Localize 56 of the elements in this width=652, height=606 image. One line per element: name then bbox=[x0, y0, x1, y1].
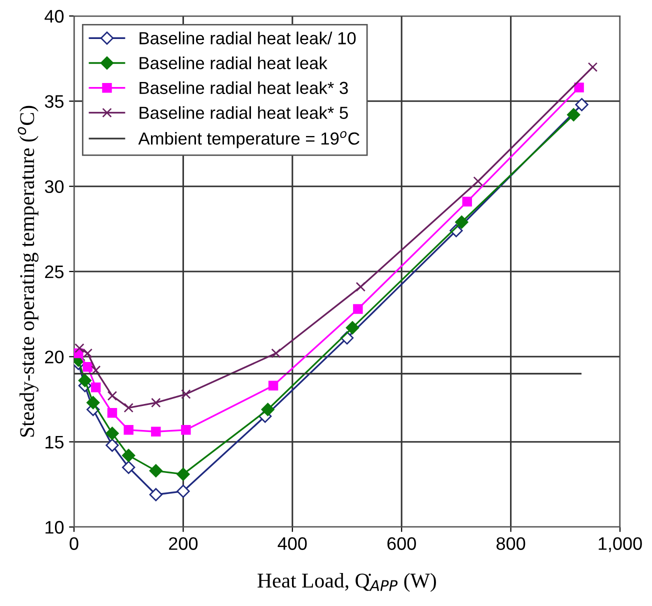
point bbox=[107, 390, 118, 401]
point bbox=[574, 82, 584, 92]
point bbox=[122, 460, 136, 474]
x-tick-label: 200 bbox=[169, 537, 198, 550]
legend-label: Baseline radial heat leak* 3 bbox=[140, 81, 348, 94]
point bbox=[122, 448, 136, 462]
point bbox=[90, 365, 101, 376]
legend-label: Baseline radial heat leak/ 10 bbox=[140, 32, 356, 44]
x-tick-label: 1,000 bbox=[598, 537, 642, 552]
y-tick-label: 40 bbox=[44, 10, 64, 23]
point bbox=[82, 362, 93, 372]
point bbox=[181, 425, 191, 435]
point bbox=[356, 282, 366, 292]
legend-label: Baseline radial heat leak bbox=[140, 56, 328, 70]
point bbox=[588, 62, 598, 72]
point bbox=[455, 216, 468, 229]
point bbox=[106, 426, 119, 440]
point bbox=[353, 304, 363, 314]
point bbox=[176, 484, 190, 498]
point bbox=[462, 196, 472, 207]
x-tick-label: 400 bbox=[278, 537, 307, 550]
point bbox=[151, 398, 161, 408]
y-tick-label: 15 bbox=[46, 436, 64, 449]
point bbox=[82, 348, 93, 358]
point bbox=[149, 488, 162, 502]
legend-label: Ambient temperature = 19$^{o}$C bbox=[138, 131, 360, 148]
x-tick-label: 0 bbox=[70, 537, 78, 550]
y-tick-label: 35 bbox=[44, 95, 64, 108]
point bbox=[107, 408, 118, 418]
point bbox=[567, 108, 580, 122]
y-axis-title: Steady-state operating temperature ($^{o}$C) bbox=[18, 106, 38, 437]
y-tick-label: 10 bbox=[46, 520, 64, 534]
point bbox=[74, 343, 84, 354]
point bbox=[271, 348, 281, 358]
legend-label: Baseline radial heat leak* 5 bbox=[140, 106, 348, 119]
x-tick-label: 800 bbox=[496, 537, 526, 550]
point bbox=[261, 402, 274, 416]
point bbox=[268, 380, 278, 390]
point bbox=[176, 468, 190, 481]
x-tick-label: 600 bbox=[387, 537, 416, 550]
point bbox=[473, 176, 483, 186]
point bbox=[124, 402, 134, 413]
y-tick-label: 25 bbox=[45, 265, 64, 278]
y-tick-label: 30 bbox=[44, 180, 64, 194]
point bbox=[575, 98, 588, 112]
y-tick-label: 20 bbox=[45, 350, 64, 364]
point bbox=[124, 425, 134, 435]
point bbox=[90, 382, 101, 392]
point bbox=[346, 321, 360, 334]
point bbox=[78, 374, 92, 388]
point bbox=[151, 426, 161, 436]
point bbox=[149, 464, 162, 478]
point bbox=[181, 389, 191, 399]
point bbox=[86, 396, 100, 410]
point bbox=[106, 438, 119, 452]
x-axis-title: Heat Load, Q̇$_{APP}$ (W) bbox=[258, 573, 436, 592]
